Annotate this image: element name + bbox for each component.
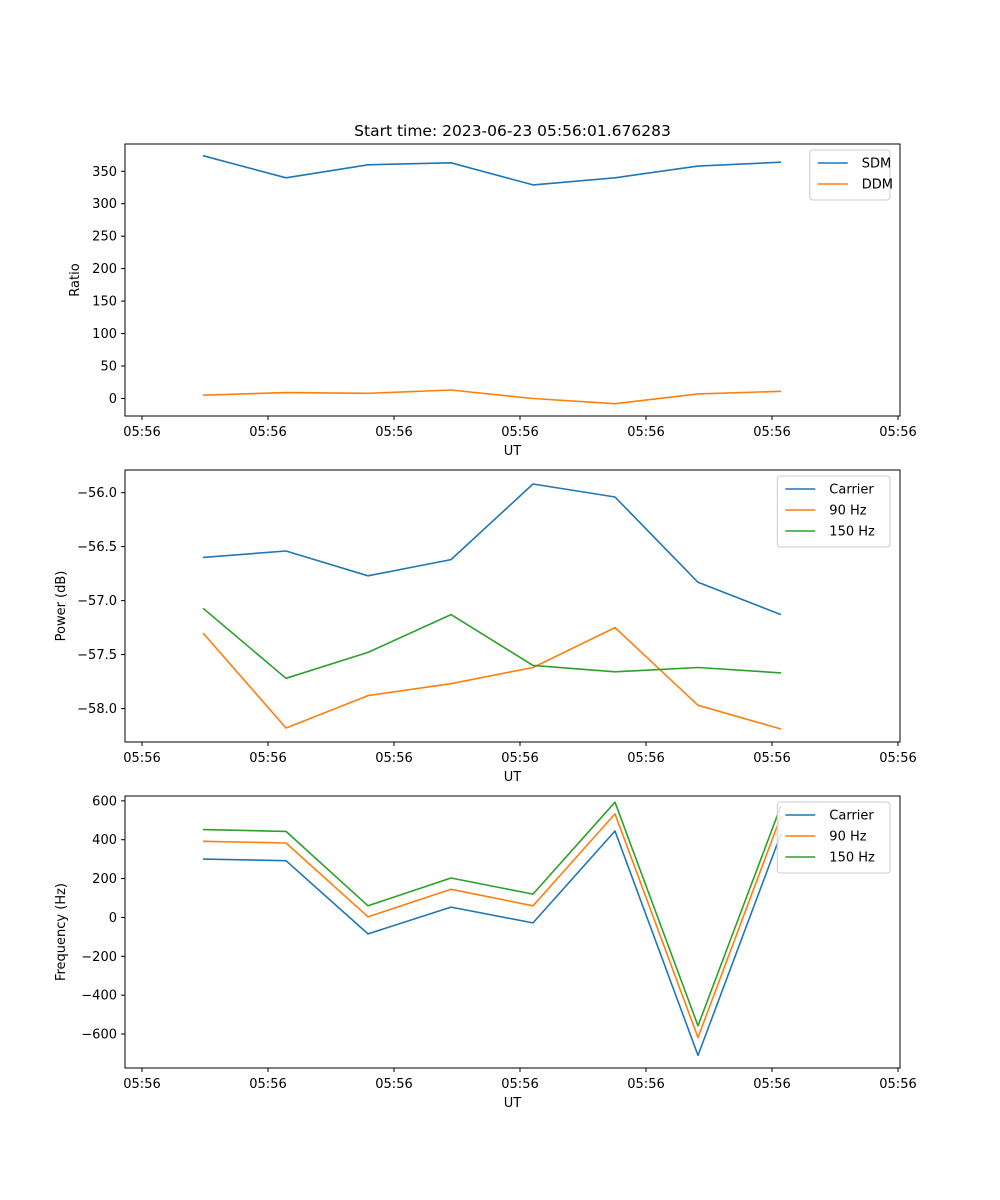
x-tick-label: 05:56 xyxy=(375,1077,412,1092)
x-tick-label: 05:56 xyxy=(249,425,286,440)
x-tick-label: 05:56 xyxy=(501,1077,538,1092)
y-tick-label: 300 xyxy=(92,197,117,212)
x-tick-label: 05:56 xyxy=(375,751,412,766)
y-tick-label: −57.5 xyxy=(77,648,117,663)
y-tick-label: 200 xyxy=(92,262,117,277)
series-line-90-hz xyxy=(202,813,782,1039)
legend-label: 90 Hz xyxy=(829,830,866,845)
x-tick-label: 05:56 xyxy=(753,425,790,440)
x-axis-label: UT xyxy=(504,444,522,459)
series-line-ddm xyxy=(202,389,782,405)
y-tick-label: 0 xyxy=(109,911,117,926)
legend xyxy=(776,475,891,548)
plot-frame xyxy=(124,795,901,1069)
legend-label: Carrier xyxy=(829,483,874,498)
x-tick-label: 05:56 xyxy=(249,1077,286,1092)
legend-label: 150 Hz xyxy=(829,851,875,866)
series-line-150-hz xyxy=(202,607,782,680)
y-tick-label: −57.0 xyxy=(77,594,117,609)
y-tick-label: 100 xyxy=(92,327,117,342)
y-tick-label: 0 xyxy=(109,392,117,407)
y-tick-label: −58.0 xyxy=(77,702,117,717)
x-tick-label: 05:56 xyxy=(627,751,664,766)
y-tick-label: 200 xyxy=(92,872,117,887)
x-tick-label: 05:56 xyxy=(501,425,538,440)
x-tick-label: 05:56 xyxy=(123,1077,160,1092)
x-axis-label: UT xyxy=(504,1096,522,1111)
y-tick-label: −56.5 xyxy=(77,540,117,555)
chart-1: 0 50 100 150 200 250 300 350 05:56 05:56 05:56 05:5… xyxy=(68,143,917,459)
x-tick-label: 05:56 xyxy=(249,751,286,766)
y-tick-label: 150 xyxy=(92,295,117,310)
chart-2: −58.0 −57.5 −57.0 −56.5 −56.0 05:56 05:56 05:56… xyxy=(54,469,917,785)
x-tick-label: 05:56 xyxy=(627,425,664,440)
x-tick-label: 05:56 xyxy=(627,1077,664,1092)
series-line-150-hz xyxy=(202,801,782,1027)
x-tick-label: 05:56 xyxy=(753,751,790,766)
legend-label: SDM xyxy=(862,157,891,172)
plot-frame xyxy=(124,469,901,743)
x-tick-label: 05:56 xyxy=(879,425,916,440)
x-tick-label: 05:56 xyxy=(375,425,412,440)
series-line-carrier xyxy=(202,483,782,616)
x-tick-label: 05:56 xyxy=(123,751,160,766)
y-tick-label: 50 xyxy=(100,360,117,375)
y-tick-label: 250 xyxy=(92,230,117,245)
x-tick-label: 05:56 xyxy=(753,1077,790,1092)
x-tick-label: 05:56 xyxy=(879,1077,916,1092)
y-axis-label: Power (dB) xyxy=(54,571,69,642)
plot-frame xyxy=(124,143,901,417)
y-tick-label: −200 xyxy=(81,950,117,965)
chart-3: −600 −400 −200 0 200 400 600 05:56 05:56 05:56 05:… xyxy=(54,794,917,1111)
x-tick-label: 05:56 xyxy=(501,751,538,766)
y-tick-label: −56.0 xyxy=(77,486,117,501)
x-tick-label: 05:56 xyxy=(123,425,160,440)
x-tick-label: 05:56 xyxy=(879,751,916,766)
y-tick-label: 350 xyxy=(92,165,117,180)
y-tick-label: 400 xyxy=(92,833,117,848)
legend xyxy=(776,801,891,874)
charts: 0 50 100 150 200 250 300 350 05:56 05:56 05:56 05:5… xyxy=(54,143,917,1111)
series-line-sdm xyxy=(202,154,782,186)
x-axis-label: UT xyxy=(504,770,522,785)
y-axis-label: Frequency (Hz) xyxy=(54,883,69,981)
y-axis-label: Ratio xyxy=(68,263,83,296)
legend-label: Carrier xyxy=(829,809,874,824)
legend-label: 150 Hz xyxy=(829,525,875,540)
y-tick-label: 600 xyxy=(92,794,117,809)
series-line-carrier xyxy=(202,830,782,1057)
legend-label: DDM xyxy=(862,178,893,193)
figure-title: Start time: 2023-06-23 05:56:01.676283 xyxy=(354,122,671,140)
legend-label: 90 Hz xyxy=(829,504,866,519)
y-tick-label: −400 xyxy=(81,989,117,1004)
y-tick-label: −600 xyxy=(81,1028,117,1043)
series-line-90-hz xyxy=(202,626,782,730)
